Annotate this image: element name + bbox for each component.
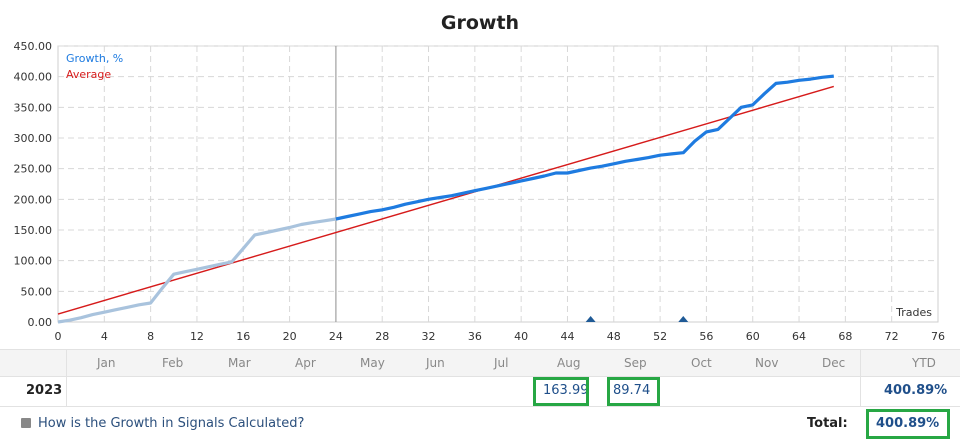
y-tick-label: 0.00 <box>28 316 53 329</box>
legend-growth: Growth, % <box>66 52 123 65</box>
sep-value: 89.74 <box>613 383 651 398</box>
highlight-sep <box>607 377 660 406</box>
help-icon <box>21 418 31 428</box>
month-oct: Oct <box>691 356 712 370</box>
x-tick-label: 0 <box>55 330 62 343</box>
x-axis-label: Trades <box>895 306 932 319</box>
y-tick-label: 50.00 <box>21 285 53 298</box>
y-tick-label: 150.00 <box>14 224 53 237</box>
month-header-row: Jan Feb Mar Apr May Jun Jul Aug Sep Oct … <box>0 349 960 377</box>
x-tick-label: 36 <box>468 330 482 343</box>
x-tick-label: 56 <box>699 330 713 343</box>
x-tick-label: 72 <box>885 330 899 343</box>
x-tick-label: 60 <box>746 330 760 343</box>
growth-calculation-link[interactable]: How is the Growth in Signals Calculated? <box>38 416 305 431</box>
growth-line <box>335 74 834 221</box>
x-tick-label: 32 <box>422 330 436 343</box>
table-divider-left <box>66 349 67 406</box>
x-tick-label: 12 <box>190 330 204 343</box>
month-jun: Jun <box>426 356 445 370</box>
y-tick-label: 300.00 <box>14 132 53 145</box>
growth-chart: 0.00 50.00 100.00 150.00 200.00 250.00 300.00 3… <box>14 40 946 343</box>
total-label: Total: <box>807 416 848 431</box>
aug-value: 163.99 <box>543 383 589 398</box>
year-row-2023: 2023 163.99 89.74 400.89% <box>0 376 960 407</box>
footer-row: How is the Growth in Signals Calculated?… <box>0 407 960 441</box>
y-tick-label: 200.00 <box>14 193 53 206</box>
x-tick-label: 24 <box>329 330 343 343</box>
month-jan: Jan <box>97 356 116 370</box>
highlight-total <box>866 409 950 439</box>
x-tick-label: 64 <box>792 330 806 343</box>
month-jul: Jul <box>494 356 509 370</box>
month-sep: Sep <box>624 356 647 370</box>
x-tick-label: 4 <box>101 330 108 343</box>
y-tick-label: 400.00 <box>14 71 53 84</box>
legend-average: Average <box>66 68 111 81</box>
table-divider-right <box>860 349 861 406</box>
month-mar: Mar <box>228 356 251 370</box>
x-tick-label: 52 <box>653 330 667 343</box>
year-label: 2023 <box>26 383 63 398</box>
y-tick-label: 100.00 <box>14 255 53 268</box>
average-line <box>57 85 834 315</box>
month-may: May <box>360 356 385 370</box>
month-dec: Dec <box>822 356 846 370</box>
highlight-aug <box>533 377 589 406</box>
month-apr: Apr <box>295 356 316 370</box>
month-nov: Nov <box>755 356 779 370</box>
month-aug: Aug <box>557 356 581 370</box>
y-tick-label: 450.00 <box>14 40 53 53</box>
plot-area <box>57 45 939 323</box>
ytd-value: 400.89% <box>884 383 948 398</box>
x-tick-label: 40 <box>514 330 528 343</box>
x-tick-label: 16 <box>236 330 250 343</box>
x-tick-label: 28 <box>375 330 389 343</box>
chart-title: Growth <box>440 12 520 34</box>
x-tick-label: 76 <box>931 330 945 343</box>
growth-line-past <box>57 217 337 324</box>
x-tick-label: 44 <box>560 330 574 343</box>
trade-marker <box>585 316 596 322</box>
ytd-header: YTD <box>912 356 936 370</box>
y-tick-label: 250.00 <box>14 163 53 176</box>
total-value: 400.89% <box>876 416 940 431</box>
month-feb: Feb <box>162 356 184 370</box>
trade-marker <box>678 316 689 322</box>
x-tick-label: 8 <box>147 330 154 343</box>
x-tick-label: 68 <box>838 330 852 343</box>
x-tick-label: 48 <box>607 330 621 343</box>
x-tick-label: 20 <box>283 330 297 343</box>
y-tick-label: 350.00 <box>14 101 53 114</box>
